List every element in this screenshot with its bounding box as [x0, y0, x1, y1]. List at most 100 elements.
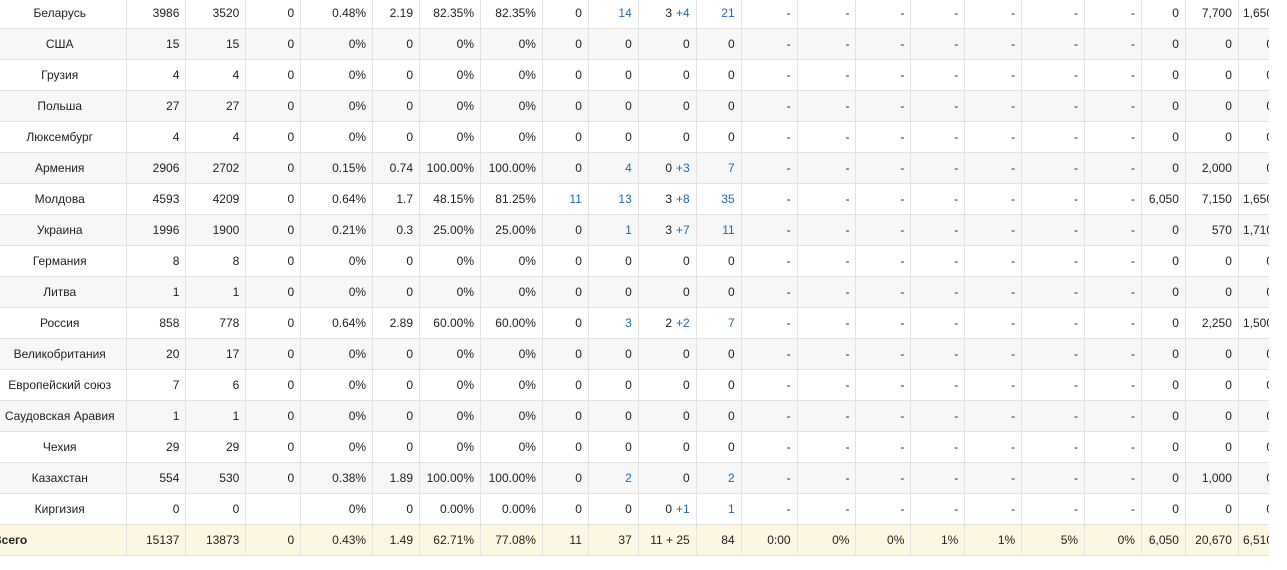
value-cell: - — [910, 431, 966, 463]
split-plus-value[interactable]: +8 — [676, 192, 690, 206]
total-value-cell: 1.49 — [372, 524, 421, 556]
value-cell: - — [741, 276, 798, 308]
value-cell: - — [964, 245, 1023, 277]
value-cell: - — [797, 276, 857, 308]
value-cell: 0% — [419, 431, 481, 463]
value-cell: - — [964, 59, 1023, 91]
value-cell: 0 — [696, 121, 742, 153]
value-cell: - — [1084, 152, 1142, 184]
value-cell: - — [797, 369, 857, 401]
value-cell: 0 — [542, 276, 589, 308]
value-cell: - — [855, 338, 912, 370]
link-cell[interactable]: 1 — [696, 493, 742, 525]
value-cell: 0 — [1185, 245, 1239, 277]
value-cell: 17 — [185, 338, 247, 370]
split-base-value: 0 — [683, 68, 690, 82]
value-cell: 2702 — [185, 152, 247, 184]
value-cell: 2,250 — [1185, 307, 1239, 339]
link-cell[interactable]: 4 — [588, 152, 639, 184]
link-cell[interactable]: 21 — [696, 0, 742, 29]
value-cell: 4 — [185, 121, 247, 153]
value-cell: - — [855, 493, 912, 525]
value-cell: 0 — [542, 307, 589, 339]
total-value-cell: 1% — [964, 524, 1023, 556]
value-cell: 0 — [542, 245, 589, 277]
value-cell: 15 — [185, 28, 247, 60]
split-value-cell: 0 — [638, 369, 697, 401]
value-cell: 0 — [1185, 121, 1239, 153]
table-row: Россия 858 778 0 0.64% 2.89 60.00% 60.00% 0 3 2 +2 7… — [0, 307, 1281, 339]
value-cell: - — [1084, 462, 1142, 494]
value-cell: 0 — [245, 338, 302, 370]
value-cell: 0% — [300, 338, 374, 370]
value-cell: 0 — [372, 276, 421, 308]
split-base-value: 0 — [683, 347, 690, 361]
value-cell: 0.3 — [372, 214, 421, 246]
split-plus-value[interactable]: +7 — [676, 223, 690, 237]
split-plus-value[interactable]: +4 — [676, 6, 690, 20]
value-cell: - — [1021, 400, 1086, 432]
value-cell: 0.21% — [300, 214, 374, 246]
value-cell: 1,000 — [1185, 462, 1239, 494]
value-cell: 0.74 — [372, 152, 421, 184]
split-value-cell: 0 — [638, 245, 697, 277]
link-cell[interactable]: 1 — [588, 214, 639, 246]
value-cell: 0 — [588, 121, 639, 153]
value-cell: - — [910, 28, 966, 60]
link-cell[interactable]: 2 — [696, 462, 742, 494]
total-value-cell: 20,670 — [1185, 524, 1239, 556]
total-value-cell: 15137 — [126, 524, 187, 556]
value-cell: - — [741, 338, 798, 370]
link-cell[interactable]: 11 — [542, 183, 589, 215]
value-cell: - — [1021, 214, 1086, 246]
value-cell: 0 — [126, 493, 187, 525]
value-cell: - — [1021, 462, 1086, 494]
split-plus-value[interactable]: +2 — [676, 316, 690, 330]
value-cell: - — [741, 462, 798, 494]
link-cell[interactable]: 14 — [588, 0, 639, 29]
split-value-cell: 0 — [638, 400, 697, 432]
split-base-value: 0 — [683, 130, 690, 144]
value-cell: - — [741, 369, 798, 401]
link-cell[interactable]: 7 — [696, 307, 742, 339]
value-cell: - — [1021, 369, 1086, 401]
value-cell: - — [855, 183, 912, 215]
value-cell: - — [741, 90, 798, 122]
value-cell: 0 — [1141, 0, 1186, 29]
split-base-value: 2 — [665, 316, 673, 330]
link-cell[interactable]: 35 — [696, 183, 742, 215]
split-plus-value[interactable]: +1 — [676, 502, 690, 516]
split-value-cell: 0 — [638, 121, 697, 153]
value-cell: - — [1084, 307, 1142, 339]
split-plus-value[interactable]: +3 — [676, 161, 690, 175]
value-cell: 0% — [419, 245, 481, 277]
value-cell: - — [964, 152, 1023, 184]
value-cell: - — [855, 121, 912, 153]
split-base-value: 3 — [665, 192, 673, 206]
value-cell: 0 — [245, 400, 302, 432]
value-cell: 0 — [1185, 400, 1239, 432]
value-cell: - — [910, 307, 966, 339]
value-cell: - — [797, 493, 857, 525]
link-cell[interactable]: 11 — [696, 214, 742, 246]
split-base-value: 0 — [683, 37, 690, 51]
value-cell: - — [1021, 28, 1086, 60]
value-cell: 0 — [245, 90, 302, 122]
value-cell: 0 — [372, 493, 421, 525]
value-cell: 0 — [588, 59, 639, 91]
value-cell: 4593 — [126, 183, 187, 215]
value-cell: 0 — [245, 369, 302, 401]
link-cell[interactable]: 13 — [588, 183, 639, 215]
value-cell: 0 — [588, 338, 639, 370]
value-cell: 4 — [126, 59, 187, 91]
total-value-cell: 5% — [1021, 524, 1086, 556]
value-cell: 0% — [480, 121, 543, 153]
value-cell: 82.35% — [419, 0, 481, 29]
link-cell[interactable]: 3 — [588, 307, 639, 339]
value-cell: - — [797, 59, 857, 91]
link-cell[interactable]: 2 — [588, 462, 639, 494]
value-cell: 0.64% — [300, 183, 374, 215]
link-cell[interactable]: 7 — [696, 152, 742, 184]
split-value-cell: 0 — [638, 462, 697, 494]
